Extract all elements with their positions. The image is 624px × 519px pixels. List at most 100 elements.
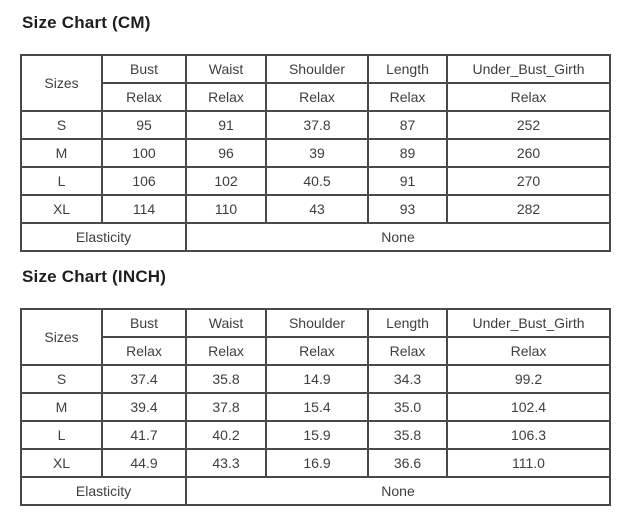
measure-header-cell: Waist [185, 54, 267, 84]
size-label-cell: L [20, 166, 103, 196]
measure-header-cell: Waist [185, 308, 267, 338]
fit-cell: Relax [101, 336, 187, 366]
measurement-cell: 91 [367, 166, 448, 196]
fit-cell: Relax [446, 336, 611, 366]
measurement-cell: 95 [101, 110, 187, 140]
size-row: XL 44.9 43.3 16.9 36.6 111.0 [20, 448, 611, 478]
measurement-cell: 96 [185, 138, 267, 168]
measurement-cell: 36.6 [367, 448, 448, 478]
measurement-cell: 252 [446, 110, 611, 140]
fit-cell: Relax [446, 82, 611, 112]
measure-header-cell: Under_Bust_Girth [446, 54, 611, 84]
measurement-cell: 35.8 [185, 364, 267, 394]
measurement-cell: 37.8 [185, 392, 267, 422]
measurement-cell: 15.4 [265, 392, 369, 422]
measurement-cell: 35.8 [367, 420, 448, 450]
size-row: L 106 102 40.5 91 270 [20, 166, 611, 196]
size-label-cell: S [20, 364, 103, 394]
size-label-cell: XL [20, 448, 103, 478]
measurement-cell: 41.7 [101, 420, 187, 450]
measurement-cell: 99.2 [446, 364, 611, 394]
size-chart-page: Size Chart (CM) Sizes Bust Waist Shoulder L… [0, 13, 624, 506]
measurement-cell: 37.8 [265, 110, 369, 140]
size-chart-section: Size Chart (CM) Sizes Bust Waist Shoulder L… [0, 13, 624, 252]
size-table-body: S 95 91 37.8 87 252 M 100 96 39 89 260 L 106 102 40.5 91… [20, 110, 611, 224]
fit-cell: Relax [265, 82, 369, 112]
measure-header-cell: Under_Bust_Girth [446, 308, 611, 338]
measurement-cell: 34.3 [367, 364, 448, 394]
elasticity-label-cell: Elasticity [20, 222, 187, 252]
measurement-cell: 37.4 [101, 364, 187, 394]
measurement-cell: 16.9 [265, 448, 369, 478]
fit-cell: Relax [367, 336, 448, 366]
fit-cell: Relax [101, 82, 187, 112]
size-chart-title: Size Chart (INCH) [22, 267, 167, 286]
size-chart-section: Size Chart (INCH) Sizes Bust Waist Shoulde… [0, 267, 624, 506]
size-label-cell: M [20, 138, 103, 168]
measurement-cell: 106 [101, 166, 187, 196]
measurement-cell: 43.3 [185, 448, 267, 478]
measurement-cell: 91 [185, 110, 267, 140]
measurement-cell: 35.0 [367, 392, 448, 422]
size-table-footer: Elasticity None [20, 476, 611, 506]
measurement-cell: 87 [367, 110, 448, 140]
measure-header-cell: Bust [101, 54, 187, 84]
size-row: XL 114 110 43 93 282 [20, 194, 611, 224]
measurement-cell: 110 [185, 194, 267, 224]
measure-header-row: Sizes Bust Waist Shoulder Length Under_Bust_… [20, 54, 611, 112]
size-row: M 39.4 37.8 15.4 35.0 102.4 [20, 392, 611, 422]
measure-header-cell: Length [367, 308, 448, 338]
elasticity-row: Elasticity None [20, 476, 611, 506]
fit-cell: Relax [367, 82, 448, 112]
measurement-cell: 43 [265, 194, 369, 224]
measurement-cell: 111.0 [446, 448, 611, 478]
elasticity-value-cell: None [185, 222, 611, 252]
size-table-body: S 37.4 35.8 14.9 34.3 99.2 M 39.4 37.8 15.4 35.0 10… [20, 364, 611, 478]
size-chart-title: Size Chart (CM) [22, 13, 151, 32]
fit-row: Relax Relax Relax Relax Relax [21, 336, 611, 366]
size-table-header: Sizes Bust Waist Shoulder Length Under_Bust_… [20, 54, 611, 112]
size-table-header: Sizes Bust Waist Shoulder Length Under_Bust_… [20, 308, 611, 366]
fit-cell: Relax [185, 82, 267, 112]
size-label-cell: S [20, 110, 103, 140]
measurement-cell: 15.9 [265, 420, 369, 450]
measurement-cell: 14.9 [265, 364, 369, 394]
measurement-cell: 114 [101, 194, 187, 224]
sizes-header-cell: Sizes [20, 54, 103, 112]
measure-header-cell: Shoulder [265, 308, 369, 338]
size-row: S 95 91 37.8 87 252 [20, 110, 611, 140]
size-row: M 100 96 39 89 260 [20, 138, 611, 168]
measurement-cell: 40.5 [265, 166, 369, 196]
size-table: Sizes Bust Waist Shoulder Length Under_Bust_… [20, 54, 611, 252]
measure-header-cell: Shoulder [265, 54, 369, 84]
size-label-cell: L [20, 420, 103, 450]
measurement-cell: 102 [185, 166, 267, 196]
measurement-cell: 100 [101, 138, 187, 168]
measure-header-cell: Length [367, 54, 448, 84]
measurement-cell: 282 [446, 194, 611, 224]
measurement-cell: 39 [265, 138, 369, 168]
measurement-cell: 89 [367, 138, 448, 168]
size-label-cell: XL [20, 194, 103, 224]
measure-header-row: Sizes Bust Waist Shoulder Length Under_Bust_… [20, 308, 611, 366]
measurement-cell: 260 [446, 138, 611, 168]
elasticity-value-cell: None [185, 476, 611, 506]
measurement-cell: 39.4 [101, 392, 187, 422]
size-row: S 37.4 35.8 14.9 34.3 99.2 [20, 364, 611, 394]
size-table-footer: Elasticity None [20, 222, 611, 252]
elasticity-row: Elasticity None [20, 222, 611, 252]
measurement-cell: 106.3 [446, 420, 611, 450]
measurement-cell: 93 [367, 194, 448, 224]
fit-cell: Relax [265, 336, 369, 366]
measurement-cell: 102.4 [446, 392, 611, 422]
measurement-cell: 270 [446, 166, 611, 196]
size-table: Sizes Bust Waist Shoulder Length Under_Bust_… [20, 308, 611, 506]
sizes-header-cell: Sizes [20, 308, 103, 366]
fit-cell: Relax [185, 336, 267, 366]
measurement-cell: 40.2 [185, 420, 267, 450]
fit-row: Relax Relax Relax Relax Relax [21, 82, 611, 112]
size-row: L 41.7 40.2 15.9 35.8 106.3 [20, 420, 611, 450]
measure-header-cell: Bust [101, 308, 187, 338]
elasticity-label-cell: Elasticity [20, 476, 187, 506]
measurement-cell: 44.9 [101, 448, 187, 478]
